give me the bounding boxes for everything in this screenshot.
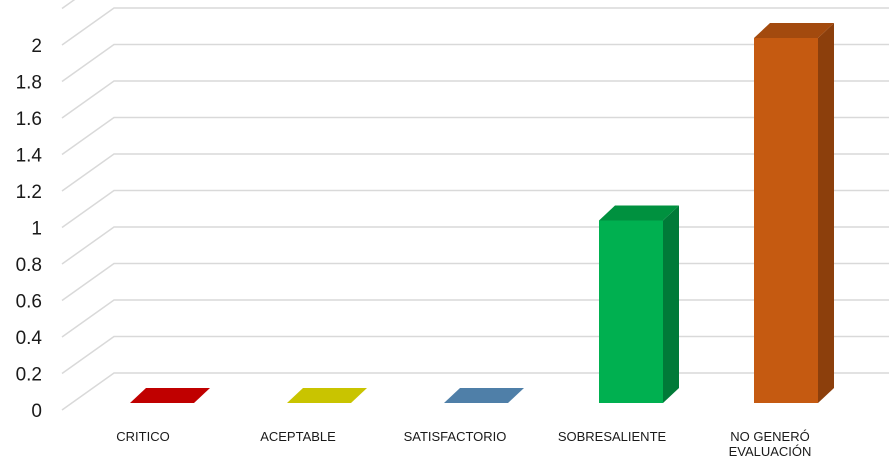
x-tick-label-line: ACEPTABLE [260, 429, 336, 444]
grid [61, 0, 889, 411]
bar-top-face [444, 388, 524, 403]
gridline [61, 0, 76, 10]
y-tick-label: 0.8 [16, 255, 42, 276]
y-tick-label: 1.8 [16, 73, 42, 94]
x-tick-label-line: NO GENERÓ [730, 429, 809, 444]
bars [130, 23, 834, 403]
gridline [61, 80, 889, 119]
bar-top-face [754, 23, 834, 38]
y-tick-label: 1.4 [16, 146, 43, 167]
bar-top-face [130, 388, 210, 403]
bar-top-face [287, 388, 367, 403]
x-tick-label: NO GENERÓ EVALUACIÓN [729, 429, 812, 459]
y-axis: 0 0.2 0.4 0.6 0.8 1 1.2 1.4 1.6 1.8 2 [16, 36, 43, 422]
x-tick-label-line: CRITICO [116, 429, 169, 444]
x-tick-label: SOBRESALIENTE [558, 429, 667, 444]
bar [444, 388, 524, 403]
bar [754, 23, 834, 403]
bar-side-face [663, 205, 679, 403]
gridline [61, 153, 889, 192]
x-tick-label: CRITICO [116, 429, 169, 444]
x-tick-label-line: SATISFACTORIO [404, 429, 507, 444]
y-tick-label: 0.4 [16, 328, 43, 349]
bar-front-face [599, 220, 663, 403]
x-tick-label-line: EVALUACIÓN [729, 444, 812, 459]
gridline [61, 116, 889, 156]
y-tick-label: 0.2 [16, 365, 42, 386]
bar-top-face [599, 205, 679, 221]
bar-side-face [818, 23, 834, 403]
y-tick-label: 0.6 [16, 292, 42, 313]
y-tick-label: 2 [31, 36, 42, 57]
bar [287, 388, 367, 403]
gridline [61, 189, 889, 229]
x-axis: CRITICO ACEPTABLE SATISFACTORIO SOBRESALIEN… [116, 429, 811, 459]
x-tick-label: ACEPTABLE [260, 429, 336, 444]
y-tick-label: 0 [31, 401, 42, 422]
gridline [61, 43, 889, 83]
y-tick-label: 1 [31, 219, 42, 240]
x-tick-label-line: SOBRESALIENTE [558, 429, 667, 444]
bar [599, 205, 679, 403]
y-tick-label: 1.2 [16, 182, 42, 203]
x-tick-label: SATISFACTORIO [404, 429, 507, 444]
bar [130, 388, 210, 403]
y-tick-label: 1.6 [16, 109, 42, 130]
gridline [61, 7, 889, 46]
bar-front-face [754, 38, 818, 403]
